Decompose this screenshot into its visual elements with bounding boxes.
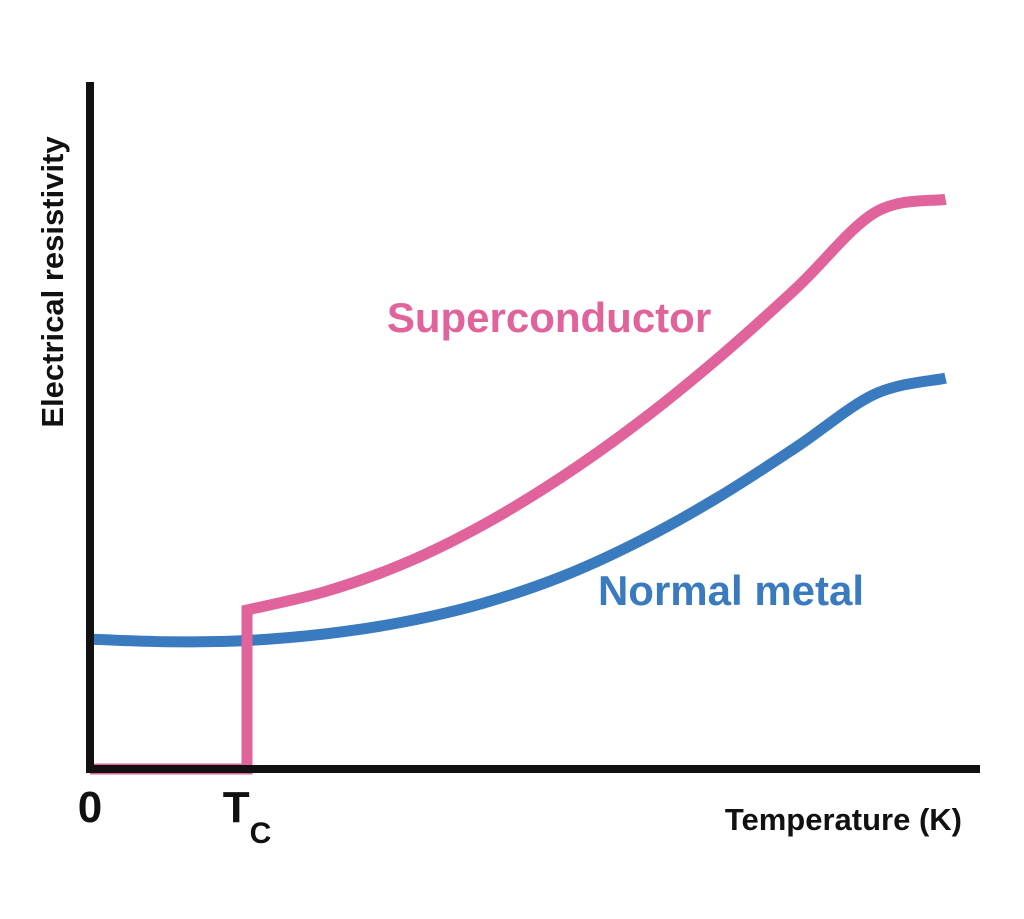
y-axis-label: Electrical resistivity xyxy=(35,136,70,428)
plot-series xyxy=(89,193,947,775)
x-tick-labels: 0 TC xyxy=(78,783,272,850)
x-tick-label: 0 xyxy=(78,783,102,832)
x-tick-label-main: 0 xyxy=(78,783,102,832)
superconductor-label: Superconductor xyxy=(387,294,711,341)
x-tick-label-subscript: C xyxy=(250,817,272,850)
x-tick-label-main: T xyxy=(223,783,250,832)
series-labels: Superconductor Normal metal xyxy=(387,294,864,614)
superconductor-curve xyxy=(90,193,947,775)
x-axis-label: Temperature (K) xyxy=(725,802,962,837)
normal-metal-label: Normal metal xyxy=(598,567,864,614)
x-tick-label: TC xyxy=(223,783,272,850)
